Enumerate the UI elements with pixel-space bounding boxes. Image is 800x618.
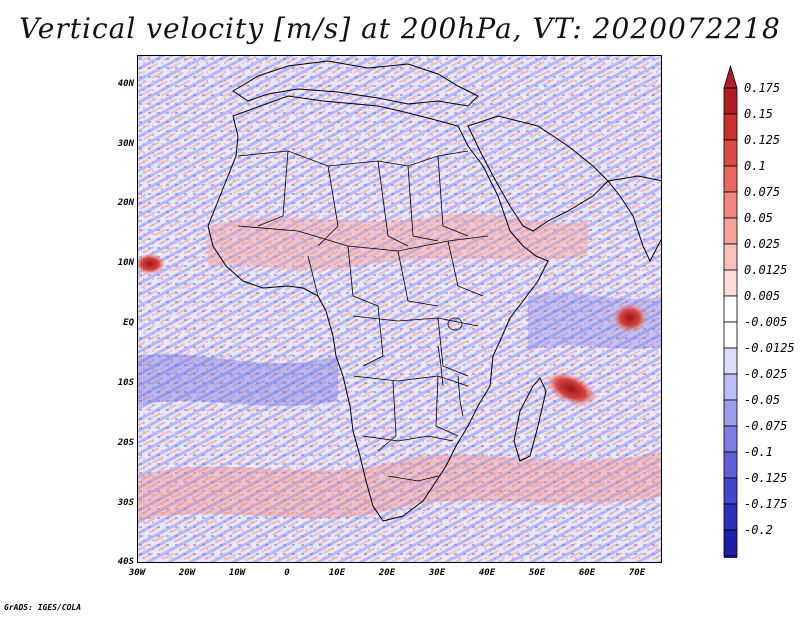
ascent-band-southern-ocean [138, 451, 661, 521]
colorbar-label: -0.2 [744, 523, 773, 537]
lat-label-40n: 40N [117, 79, 134, 89]
lat-label-40s: 40S [117, 557, 134, 567]
ascent-maximum-tropical-atlantic [138, 253, 166, 275]
lat-label-eq: EQ [123, 318, 134, 328]
descent-band-south-atlantic [138, 353, 338, 406]
colorbar-label: -0.05 [744, 393, 781, 407]
colorbar-box [723, 399, 738, 427]
colorbar-box [723, 503, 738, 531]
colorbar-label: -0.0125 [744, 341, 795, 355]
colorbar-label: 0.075 [744, 185, 781, 199]
lake-tanganyika [437, 345, 444, 387]
colorbar-label: -0.125 [744, 471, 788, 485]
lon-label-30e: 30E [428, 568, 446, 578]
india-coastline [607, 175, 661, 263]
colorbar-box [723, 191, 738, 219]
colorbar-label: 0.025 [744, 237, 781, 251]
ascent-maximum-ne-madagascar [612, 303, 648, 333]
colorbar-box [723, 529, 738, 557]
colorbar-box [723, 451, 738, 479]
lon-label-10w: 10W [228, 568, 246, 578]
colorbar-box [723, 139, 738, 167]
lon-label-20e: 20E [378, 568, 396, 578]
colorbar-label: -0.005 [744, 315, 788, 329]
lat-label-30n: 30N [117, 139, 134, 149]
colorbar-label: -0.025 [744, 367, 788, 381]
lat-label-20s: 20S [117, 438, 134, 448]
lat-label-30s: 30S [117, 498, 134, 508]
madagascar-coastline [513, 377, 547, 462]
colorbar-cap-bottom [723, 555, 738, 558]
colorbar-box [723, 165, 738, 193]
lon-label-50e: 50E [528, 568, 546, 578]
colorbar-box [723, 87, 738, 115]
colorbar-label: -0.175 [744, 497, 788, 511]
coastlines [207, 60, 661, 522]
lake-malawi [457, 375, 464, 417]
colorbar-label: 0.15 [744, 107, 773, 121]
colorbar-label: -0.075 [744, 419, 788, 433]
colorbar-box [723, 113, 738, 141]
lon-label-10e: 10E [328, 568, 346, 578]
colorbar-box [723, 425, 738, 453]
colorbar-box [723, 295, 738, 323]
lon-label-70e: 70E [628, 568, 646, 578]
credit-text: GrADS: IGES/COLA [4, 603, 82, 612]
arabian-peninsula-coastline [467, 115, 609, 232]
colorbar-label: 0.125 [744, 133, 781, 147]
colorbar-box [723, 217, 738, 245]
colorbar-box [723, 321, 738, 349]
lon-label-60e: 60E [578, 568, 596, 578]
colorbar-label: 0.1 [744, 159, 766, 173]
lon-label-30w: 30W [128, 568, 146, 578]
colorbar-box [723, 243, 738, 271]
lon-label-40e: 40E [478, 568, 496, 578]
ascent-maximum-sw-indian-ocean [544, 370, 598, 408]
colorbar [723, 64, 738, 558]
ascent-band-north-africa [208, 213, 588, 270]
colorbar-label: 0.005 [744, 289, 781, 303]
lat-label-10s: 10S [117, 378, 134, 388]
lake-victoria [447, 317, 463, 331]
colorbar-label: -0.1 [744, 445, 773, 459]
lat-label-10n: 10N [117, 258, 134, 268]
colorbar-box [723, 269, 738, 297]
africa-coastline [207, 95, 549, 522]
lat-label-20n: 20N [117, 198, 134, 208]
lon-label-20w: 20W [178, 568, 196, 578]
map-panel [137, 55, 662, 563]
colorbar-box [723, 477, 738, 505]
europe-coastline [232, 60, 479, 107]
lon-label-0: 0 [284, 568, 290, 578]
colorbar-label: 0.0125 [744, 263, 788, 277]
colorbar-cap-top [723, 64, 738, 89]
chart-title: Vertical velocity [m/s] at 200hPa, VT: 2… [19, 12, 781, 45]
vertical-velocity-map [138, 56, 661, 562]
colorbar-box [723, 373, 738, 401]
country-borders [237, 150, 489, 482]
colorbar-box [723, 347, 738, 375]
colorbar-label: 0.175 [744, 81, 781, 95]
colorbar-label: 0.05 [744, 211, 773, 225]
